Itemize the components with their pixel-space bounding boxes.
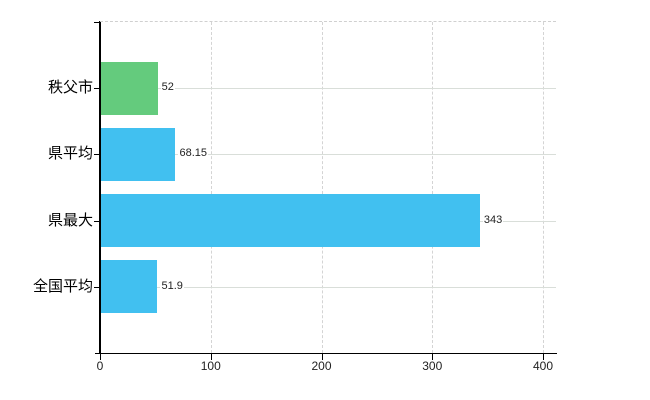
bar-2 [101, 194, 480, 248]
y-axis-tick-3 [94, 286, 100, 288]
y-axis-tick-1 [94, 154, 100, 156]
category-gridline-1 [100, 154, 556, 156]
x-gridline-400 [543, 22, 544, 353]
category-label-0: 秩父市 [47, 79, 93, 97]
x-axis-tick-label-0: 0 [96, 359, 104, 373]
x-gridline-200 [321, 22, 323, 353]
value-label-2: 343 [482, 213, 504, 227]
x-axis-tick-300 [432, 353, 434, 360]
y-axis-tick-0 [94, 88, 100, 90]
value-label-0: 52 [160, 81, 175, 95]
category-label-2: 県最大 [47, 211, 93, 229]
x-axis-tick-label-100: 100 [200, 359, 221, 373]
bar-1 [101, 127, 176, 181]
x-axis-tick-label-300: 300 [422, 359, 443, 373]
x-axis-line [95, 352, 557, 354]
x-gridline-300 [432, 22, 434, 353]
category-label-3: 全国平均 [32, 277, 93, 295]
plot-top-border [100, 21, 556, 22]
x-axis-tick-400 [543, 353, 544, 360]
bar-0 [101, 61, 158, 115]
x-axis-tick-label-400: 400 [532, 359, 554, 373]
y-axis-top-tick [94, 21, 100, 23]
value-label-1: 68.15 [178, 147, 208, 161]
category-gridline-0 [100, 88, 556, 90]
x-axis-tick-100 [210, 353, 212, 360]
bar-3 [101, 260, 158, 314]
category-label-1: 県平均 [47, 145, 93, 163]
x-axis-tick-0 [100, 353, 101, 360]
y-axis-tick-2 [94, 220, 100, 222]
value-label-3: 51.9 [160, 279, 184, 293]
x-gridline-100 [210, 22, 212, 353]
x-axis-tick-200 [321, 353, 323, 360]
y-axis-line [99, 21, 101, 353]
category-gridline-3 [100, 286, 556, 288]
x-axis-tick-label-200: 200 [311, 359, 332, 373]
